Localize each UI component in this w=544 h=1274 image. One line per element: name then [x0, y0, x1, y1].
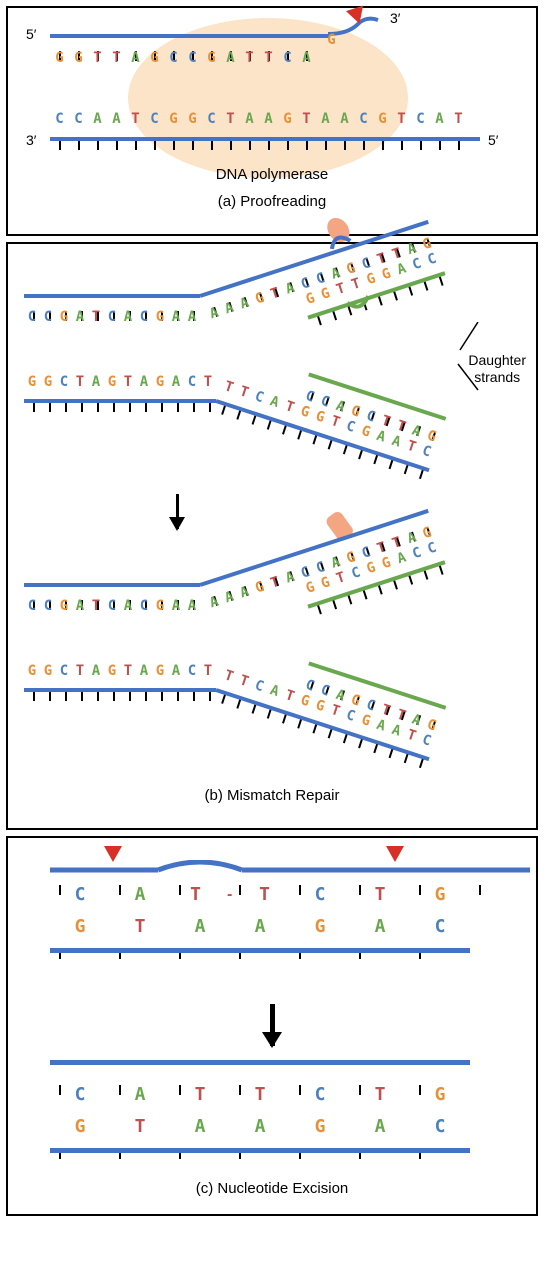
mismatch-after: CCGATCACGAA AAAGTACCAGCTTAG GGTCGGACC GG…: [16, 541, 528, 771]
excision-after: CATTCTG GTAAGAC: [20, 1060, 524, 1170]
three-prime-label: 3′: [26, 132, 36, 148]
three-prime-label: 3′: [390, 10, 400, 26]
excision-before: CATTCTG - GTAAGAC: [20, 860, 524, 990]
arrow-down-icon: [270, 1004, 275, 1046]
daughter-pointer-line: [450, 322, 480, 392]
bottom-sequence: CCAATCGGCTAAGTAACGTCAT: [50, 110, 524, 128]
mismatch-base: G: [322, 32, 341, 48]
five-prime-label: 5′: [488, 132, 498, 148]
top-sequence: GGTTAGCCGATTCA: [50, 49, 316, 67]
arrow-down-icon: [176, 494, 179, 529]
panel-proofreading: 5′ 3′ GGTTAGCCGATTCA G 3′ CCAATCGGCTAAGT…: [6, 6, 538, 236]
caption-c: (c) Nucleotide Excision: [20, 1180, 524, 1197]
five-prime-label: 5′: [26, 26, 36, 42]
polymerase-label: DNA polymerase: [20, 166, 524, 183]
caption-a: (a) Proofreading: [20, 193, 524, 210]
bottom-strand: [50, 137, 480, 141]
panel-excision: CATTCTG - GTAAGAC CATTCTG GTAAGAC (c) Nu…: [6, 836, 538, 1216]
panel-mismatch: CCGATCACGAA AAAGTACCAGCTTAG GGTTGGACC GG…: [6, 242, 538, 830]
caption-b: (b) Mismatch Repair: [16, 787, 528, 804]
bottom-ticks: [50, 127, 468, 145]
